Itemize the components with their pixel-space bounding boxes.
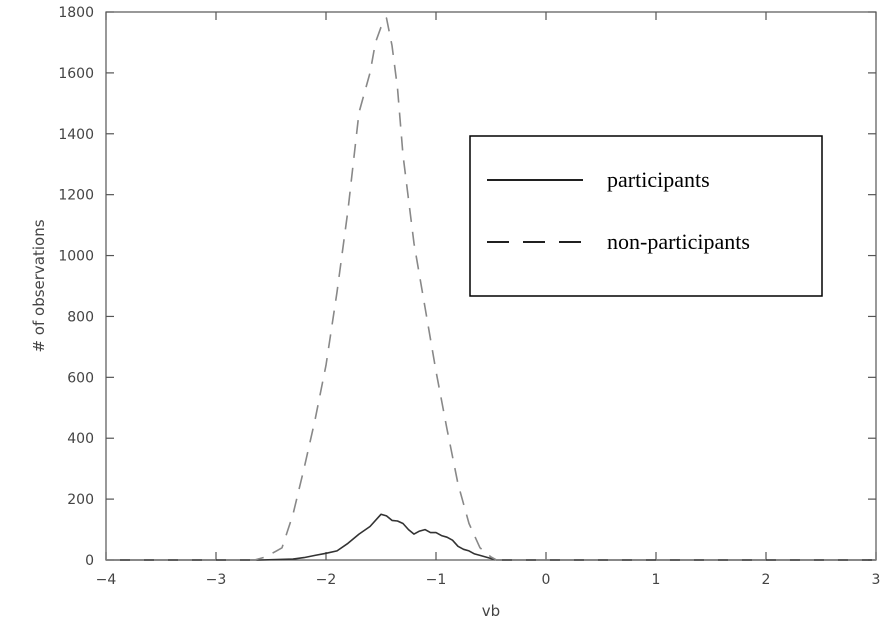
y-tick-label: 200	[67, 492, 94, 508]
series-line-non-participants	[106, 17, 876, 561]
plot-frame	[105, 11, 877, 561]
y-tick-label: 400	[67, 431, 94, 447]
y-axis-label: # of observations	[30, 219, 48, 352]
y-tick-label: 1000	[58, 249, 94, 265]
y-tick-label: 0	[85, 553, 94, 569]
x-tick-label: 3	[872, 572, 881, 588]
legend-box	[469, 135, 823, 297]
plot-border	[105, 11, 877, 561]
legend-label-non-participants: non-participants	[607, 229, 750, 254]
y-tick-label: 1200	[58, 188, 94, 204]
y-axis-ticks: 0 200 400 600 800 1000 1200 1400 1600 1800	[58, 5, 876, 569]
y-tick-label: 600	[67, 370, 94, 386]
y-tick-label: 800	[67, 309, 94, 325]
x-tick-label: −4	[96, 572, 117, 588]
x-tick-label: 1	[652, 572, 661, 588]
series-line-participants	[106, 513, 876, 561]
legend-label-participants: participants	[607, 167, 710, 192]
y-tick-label: 1400	[58, 127, 94, 143]
x-tick-label: −2	[316, 572, 337, 588]
x-tick-label: 2	[762, 572, 771, 588]
x-tick-label: −3	[206, 572, 227, 588]
x-axis-ticks: −4 −3 −2 −1 0 1 2 3	[96, 12, 881, 588]
x-tick-label: −1	[426, 572, 447, 588]
x-tick-label: 0	[542, 572, 551, 588]
y-tick-label: 1800	[58, 5, 94, 21]
x-axis-label: vb	[482, 602, 500, 620]
legend: participants non-participants	[469, 135, 823, 297]
series-layer	[106, 17, 876, 561]
y-tick-label: 1600	[58, 66, 94, 82]
